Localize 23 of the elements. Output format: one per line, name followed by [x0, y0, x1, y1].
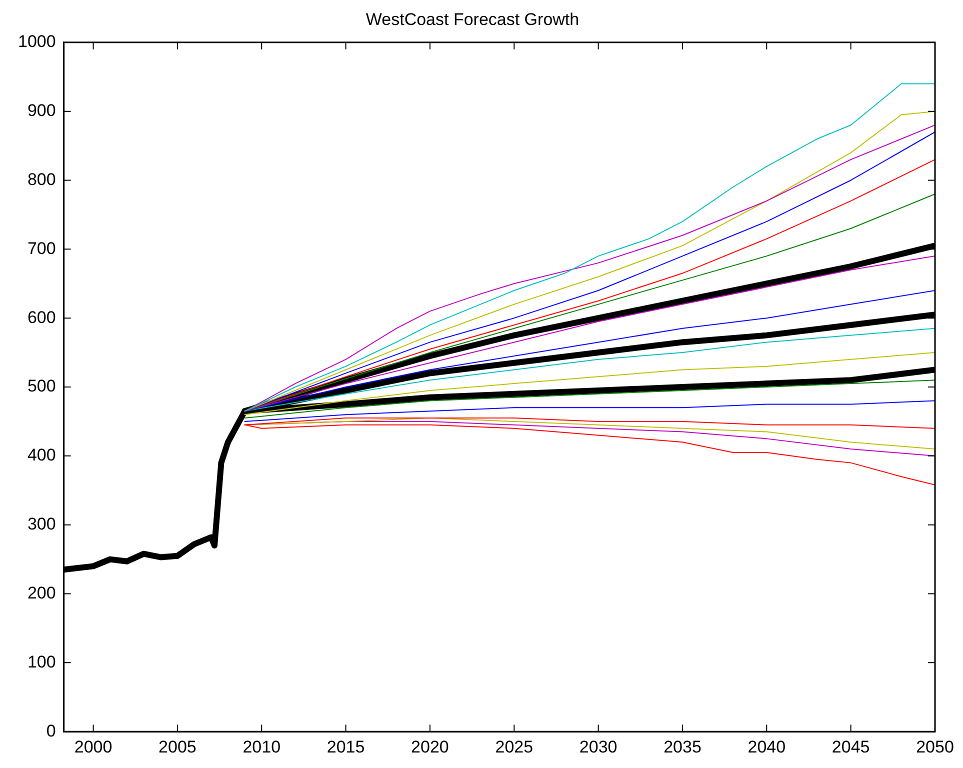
y-tick-label: 300	[27, 514, 56, 534]
x-tick-label: 2015	[326, 737, 365, 756]
y-tick-label: 0	[46, 721, 56, 740]
y-tick-label: 1000	[18, 32, 56, 52]
x-tick-label: 2000	[74, 737, 112, 756]
x-tick-label: 2025	[495, 737, 534, 756]
x-tick-label: 2005	[158, 737, 196, 756]
x-tick-label: 2045	[832, 737, 870, 756]
x-tick-label: 2010	[242, 737, 281, 756]
y-tick-label: 500	[27, 376, 56, 396]
x-tick-label: 2020	[411, 737, 449, 756]
y-tick-label: 900	[27, 101, 56, 120]
y-tick-label: 800	[27, 170, 56, 189]
chart-title: WestCoast Forecast Growth	[366, 10, 580, 29]
x-tick-label: 2030	[579, 737, 618, 756]
y-tick-label: 600	[27, 308, 56, 327]
x-tick-label: 2035	[664, 737, 702, 756]
y-tick-label: 200	[27, 583, 56, 602]
y-tick-label: 700	[27, 238, 56, 258]
y-tick-label: 100	[27, 652, 56, 672]
x-tick-label: 2040	[748, 737, 786, 756]
x-tick-label: 2050	[916, 737, 954, 756]
y-tick-label: 400	[27, 446, 56, 465]
